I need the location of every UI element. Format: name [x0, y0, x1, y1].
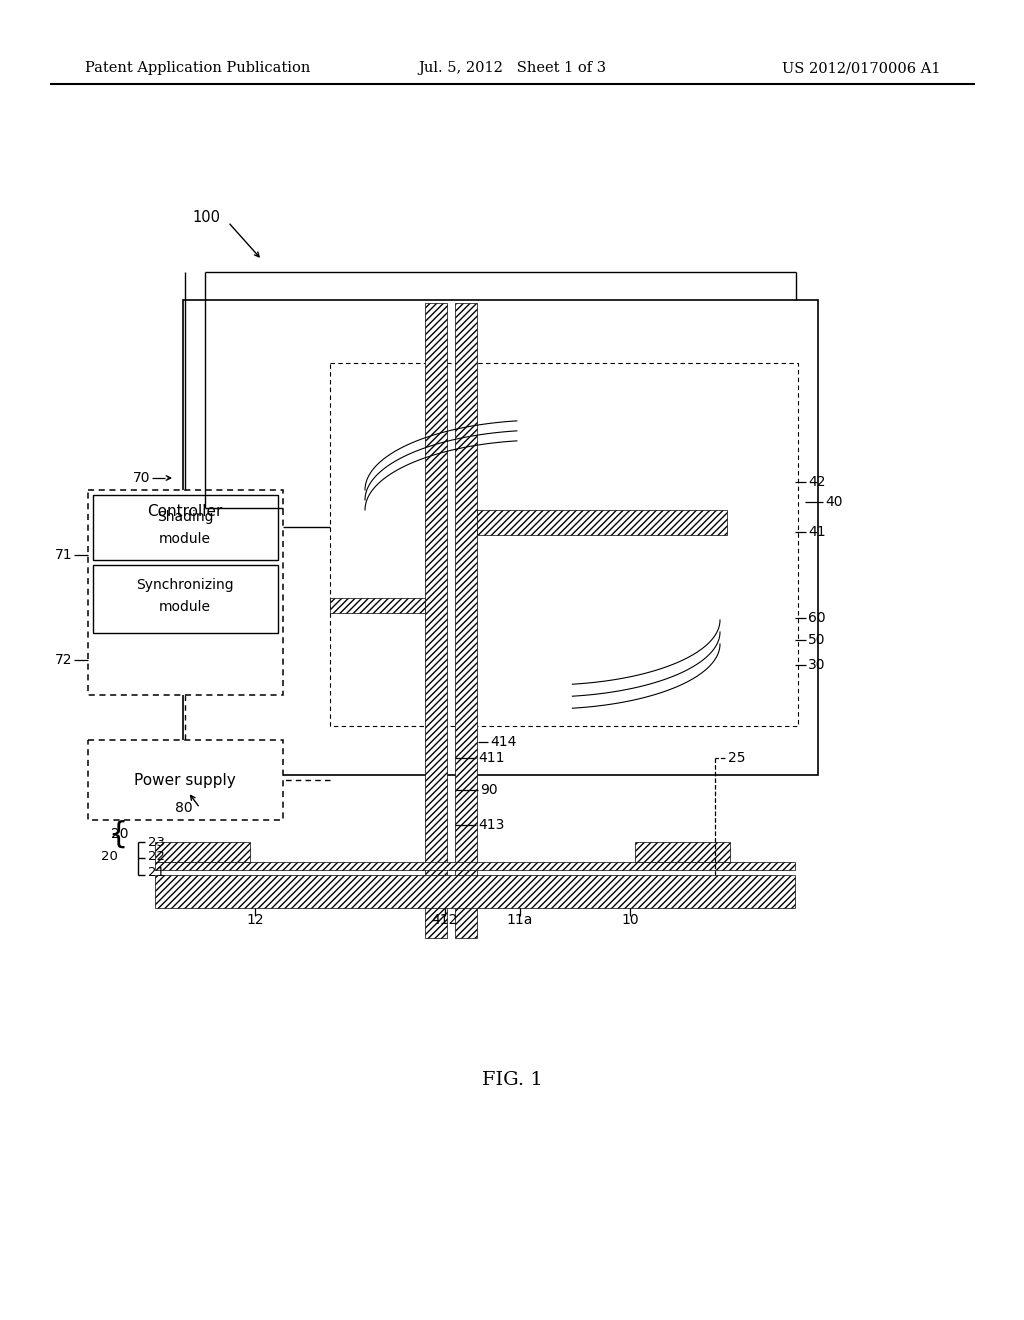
- Text: 20: 20: [111, 828, 128, 841]
- Text: 41: 41: [808, 525, 825, 539]
- Bar: [155, 875, 795, 908]
- Bar: [455, 304, 477, 939]
- Bar: [93, 495, 278, 560]
- Text: 40: 40: [825, 495, 843, 510]
- Text: 50: 50: [808, 634, 825, 647]
- Text: module: module: [159, 532, 211, 546]
- Text: US 2012/0170006 A1: US 2012/0170006 A1: [781, 61, 940, 75]
- Text: Shading: Shading: [157, 510, 213, 524]
- Text: 23: 23: [148, 837, 165, 850]
- Bar: [330, 598, 425, 612]
- Text: 20: 20: [101, 850, 118, 863]
- Text: 60: 60: [808, 611, 825, 624]
- Text: 411: 411: [478, 751, 505, 766]
- Bar: [477, 510, 727, 535]
- Text: 90: 90: [480, 783, 498, 797]
- Text: Synchronizing: Synchronizing: [136, 578, 233, 591]
- Text: 80: 80: [175, 801, 193, 814]
- Text: 70: 70: [132, 471, 150, 484]
- Text: 10: 10: [622, 913, 639, 927]
- Text: 12: 12: [246, 913, 264, 927]
- Text: 413: 413: [478, 818, 505, 832]
- Text: 25: 25: [728, 751, 745, 766]
- Bar: [88, 741, 283, 820]
- Bar: [330, 363, 798, 726]
- Bar: [183, 300, 818, 775]
- Bar: [635, 842, 730, 862]
- Bar: [155, 842, 250, 862]
- Text: 412: 412: [432, 913, 458, 927]
- Bar: [425, 304, 447, 939]
- Text: 71: 71: [54, 548, 72, 562]
- Bar: [155, 862, 795, 870]
- Text: 100: 100: [193, 210, 220, 226]
- Bar: [88, 490, 283, 696]
- Text: 414: 414: [490, 735, 516, 748]
- Text: FIG. 1: FIG. 1: [481, 1071, 543, 1089]
- Text: Patent Application Publication: Patent Application Publication: [85, 61, 310, 75]
- Bar: [93, 565, 278, 634]
- Text: {: {: [109, 820, 128, 849]
- Text: Power supply: Power supply: [134, 772, 236, 788]
- Text: 42: 42: [808, 475, 825, 488]
- Text: 11a: 11a: [507, 913, 534, 927]
- Text: module: module: [159, 601, 211, 614]
- Text: 30: 30: [808, 657, 825, 672]
- Text: 72: 72: [54, 653, 72, 667]
- Text: 21: 21: [148, 866, 165, 879]
- Text: Jul. 5, 2012   Sheet 1 of 3: Jul. 5, 2012 Sheet 1 of 3: [418, 61, 606, 75]
- Text: 22: 22: [148, 850, 165, 862]
- Text: Controller: Controller: [147, 504, 222, 520]
